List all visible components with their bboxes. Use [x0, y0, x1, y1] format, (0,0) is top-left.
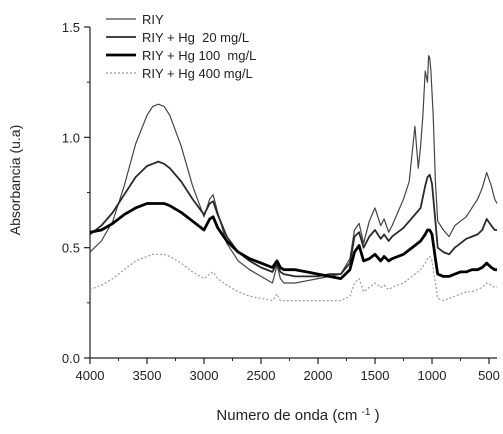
- y-tick-label: 0.5: [62, 241, 80, 256]
- x-tick-label: 1000: [418, 368, 447, 383]
- y-axis-ticks: 0.0 0.5 1.0 1.5: [62, 20, 90, 366]
- series-line-4: [89, 253, 497, 302]
- series-lines: [89, 55, 498, 302]
- y-axis-title: Absorbancia (u.a): [7, 125, 23, 236]
- legend-label: RIY: [142, 12, 164, 27]
- x-tick-label: 4000: [76, 368, 105, 383]
- x-tick-label: 1500: [361, 368, 390, 383]
- x-tick-label: 3000: [190, 368, 219, 383]
- series-line-1: [89, 55, 498, 284]
- plot-area: 4000 3500 3000 2500 2000 1500 1000 500 0.0 0.5 1.…: [62, 12, 500, 383]
- series-line-3: [89, 202, 497, 280]
- legend-label: RIY + Hg 400 mg/L: [142, 66, 253, 81]
- legend-label: RIY + Hg 100 mg/L: [142, 48, 256, 63]
- y-tick-label: 1.0: [62, 130, 80, 145]
- x-tick-label: 2500: [247, 368, 276, 383]
- legend-label: RIY + Hg 20 mg/L: [142, 30, 249, 45]
- y-tick-label: 1.5: [62, 20, 80, 35]
- x-axis-title: Numero de onda (cm -1 ): [216, 407, 379, 425]
- y-tick-label: 0.0: [62, 351, 80, 366]
- x-tick-label: 500: [478, 368, 500, 383]
- series-line-2: [89, 160, 497, 278]
- x-tick-label: 2000: [304, 368, 333, 383]
- legend: RIY RIY + Hg 20 mg/L RIY + Hg 100 mg/L RIY …: [106, 12, 256, 81]
- x-tick-label: 3500: [133, 368, 162, 383]
- x-axis-ticks: 4000 3500 3000 2500 2000 1500 1000 500: [76, 358, 500, 383]
